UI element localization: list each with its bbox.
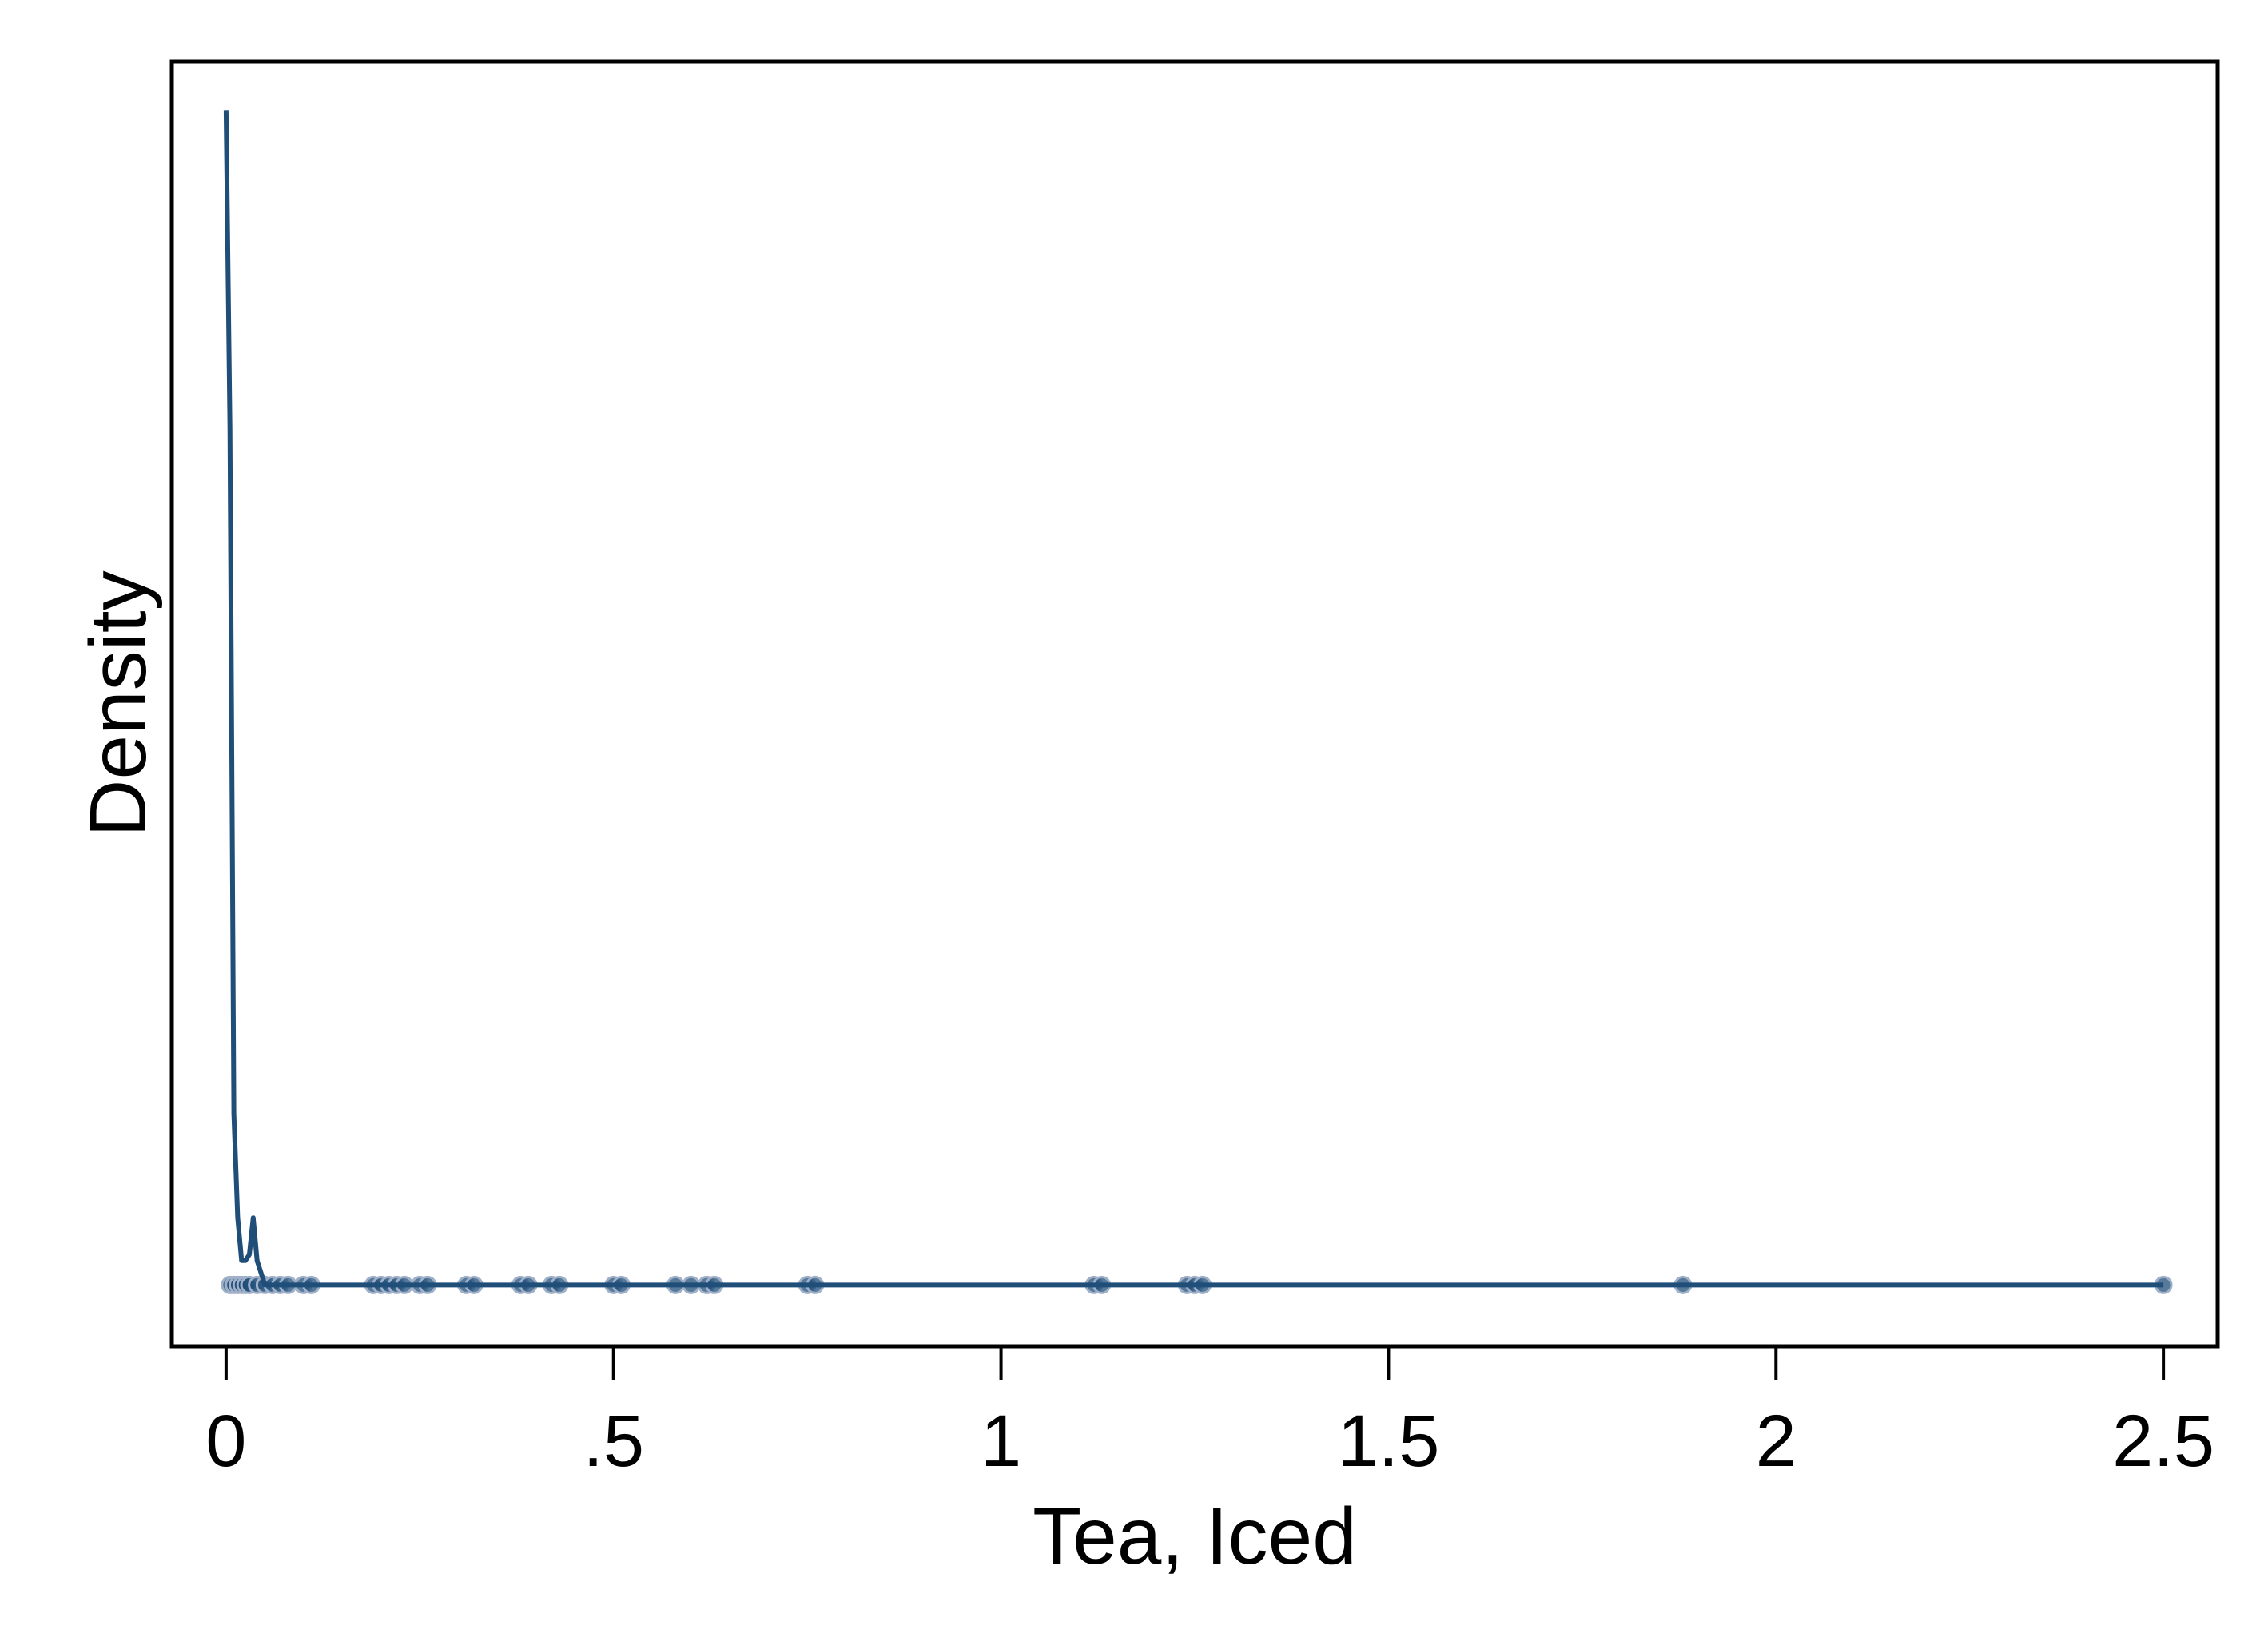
density-line xyxy=(223,110,2164,1288)
x-axis-title: Tea, Iced xyxy=(1033,1492,1357,1581)
x-tick-label: 1.5 xyxy=(1337,1401,1439,1482)
plot-marks xyxy=(221,110,2173,1294)
x-tick-label: .5 xyxy=(583,1401,644,1482)
x-tick-label: 0 xyxy=(205,1401,246,1482)
x-tick-label: 2 xyxy=(1756,1401,1796,1482)
x-tick-label: 1 xyxy=(981,1401,1021,1482)
y-axis-title: Density xyxy=(74,570,163,836)
plot-frame xyxy=(169,59,2220,1349)
x-axis-ticks: 0 .5 1 1.5 2 2.5 xyxy=(205,1346,2214,1482)
x-tick-label: 2.5 xyxy=(2112,1401,2214,1482)
